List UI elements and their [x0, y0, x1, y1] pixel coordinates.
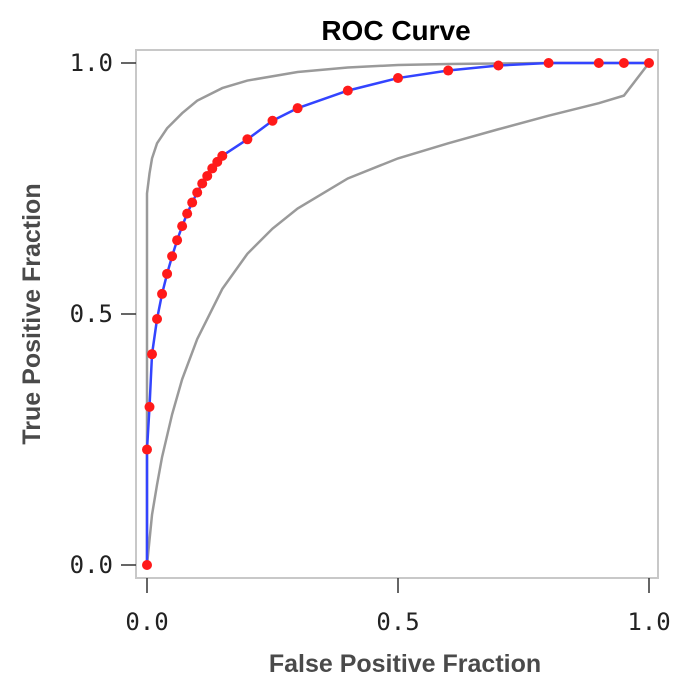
x-axis: 0.0 0.5 1.0	[125, 578, 671, 636]
roc-point	[618, 58, 629, 68]
roc-point	[644, 58, 654, 68]
plot-frame	[135, 49, 659, 579]
y-axis: 0.0 0.5 1.0	[70, 49, 136, 579]
roc-point	[182, 208, 193, 219]
roc-point	[144, 401, 155, 412]
y-tick-label: 1.0	[70, 49, 113, 77]
roc-point	[202, 170, 213, 181]
x-tick-label: 0.5	[376, 608, 419, 636]
roc-point	[197, 178, 208, 189]
roc-point	[593, 58, 604, 68]
y-tick-label: 0.0	[70, 551, 113, 579]
roc-point	[543, 58, 554, 68]
roc-point	[443, 65, 454, 76]
roc-point	[147, 349, 158, 360]
roc-point	[242, 134, 253, 145]
roc-point	[157, 288, 168, 299]
lower-confidence-band	[145, 62, 650, 566]
roc-curve-points	[142, 58, 654, 570]
roc-point	[217, 150, 228, 161]
chart-title: ROC Curve	[321, 15, 470, 46]
roc-point	[393, 73, 403, 84]
y-axis-label: True Positive Fraction	[18, 183, 46, 444]
roc-point	[152, 314, 163, 325]
roc-point	[142, 444, 152, 455]
roc-point	[172, 235, 183, 246]
roc-point	[187, 197, 198, 208]
roc-point	[177, 221, 188, 232]
roc-point	[292, 103, 303, 114]
roc-point	[162, 268, 173, 279]
roc-point	[342, 85, 353, 96]
y-tick-label: 0.5	[70, 300, 113, 328]
roc-point	[267, 115, 278, 126]
roc-point	[192, 187, 203, 198]
upper-confidence-band	[145, 61, 649, 565]
roc-point	[493, 60, 504, 71]
x-tick-label: 0.0	[125, 608, 168, 636]
roc-curve-line	[145, 61, 649, 565]
x-axis-label: False Positive Fraction	[269, 650, 541, 678]
roc-point	[142, 560, 152, 570]
roc-point	[167, 251, 178, 262]
x-tick-label: 1.0	[627, 608, 670, 636]
